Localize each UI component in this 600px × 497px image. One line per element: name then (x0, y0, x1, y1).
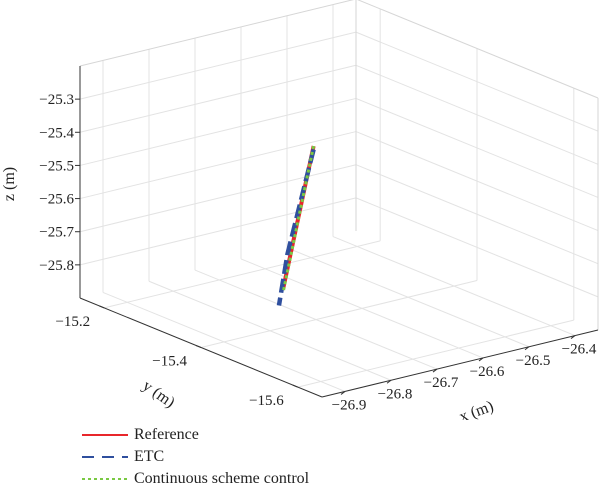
legend-swatch (82, 456, 128, 458)
x-tick-label: −26.6 (470, 364, 505, 380)
grid-line (355, 131, 599, 232)
y-tick-label: −15.2 (55, 314, 90, 330)
y-tick-label: −15.4 (152, 354, 187, 370)
x-tick-label: −26.8 (378, 386, 413, 402)
grid-line (79, 197, 357, 266)
x-tick-mark (386, 379, 392, 384)
grid-line (79, 164, 357, 233)
y-tick-mark (195, 345, 202, 348)
x-tick-mark (432, 368, 438, 373)
y-tick-mark (99, 305, 105, 309)
grid-line (79, 131, 357, 200)
legend-item: Reference (80, 424, 440, 446)
series-line-continuous-scheme-control (281, 145, 316, 292)
x-tick-mark (478, 357, 484, 362)
grid-line (79, 97, 357, 166)
chart-plot-area: −26.9 −26.8 −26.7 −26.6 −26.5 −26.4 −15.2 −15.4… (1, 0, 599, 420)
grid-line (200, 280, 478, 348)
box-edge (79, 0, 355, 67)
grid-line (355, 197, 599, 298)
legend-label: Reference (134, 426, 199, 443)
y-tick-mark (292, 384, 298, 388)
grid-line (355, 31, 599, 132)
x-tick-label: −26.5 (516, 353, 551, 369)
y-axis-label: y (m) (139, 377, 178, 411)
y-tick-label: −15.6 (249, 393, 284, 409)
x-tick-mark (570, 335, 576, 339)
x-tick-label: −26.9 (332, 397, 367, 413)
legend-item: ETC (80, 446, 440, 468)
z-tick-label: −25.7 (39, 225, 74, 241)
z-tick-label: −25.6 (39, 192, 74, 208)
grid-line (355, 64, 599, 165)
legend-swatch (82, 434, 128, 436)
legend-swatch (82, 478, 128, 480)
box-edge (357, 0, 599, 99)
grid-line (104, 240, 381, 309)
grid-line (79, 64, 357, 133)
z-tick-label: −25.8 (39, 258, 74, 274)
z-tick-label: −25.3 (39, 92, 74, 108)
x-tick-mark (340, 391, 346, 395)
x-tick-label: −26.7 (424, 375, 459, 391)
grid-line (79, 31, 357, 100)
legend: Reference ETC Continuous scheme control (80, 424, 440, 490)
x-tick-mark (524, 346, 530, 351)
grid-line (297, 319, 574, 388)
legend-item: Continuous scheme control (80, 468, 440, 490)
legend-label: ETC (134, 448, 165, 465)
grid-line (355, 164, 599, 265)
z-axis-label: z (m) (1, 167, 18, 201)
x-tick-label: −26.4 (562, 342, 597, 358)
x-axis-line (321, 329, 599, 398)
legend-label: Continuous scheme control (134, 470, 310, 487)
z-tick-label: −25.4 (39, 125, 74, 141)
x-axis-label: x (m) (457, 398, 496, 420)
z-tick-label: −25.5 (39, 158, 74, 174)
grid-line (355, 97, 599, 198)
